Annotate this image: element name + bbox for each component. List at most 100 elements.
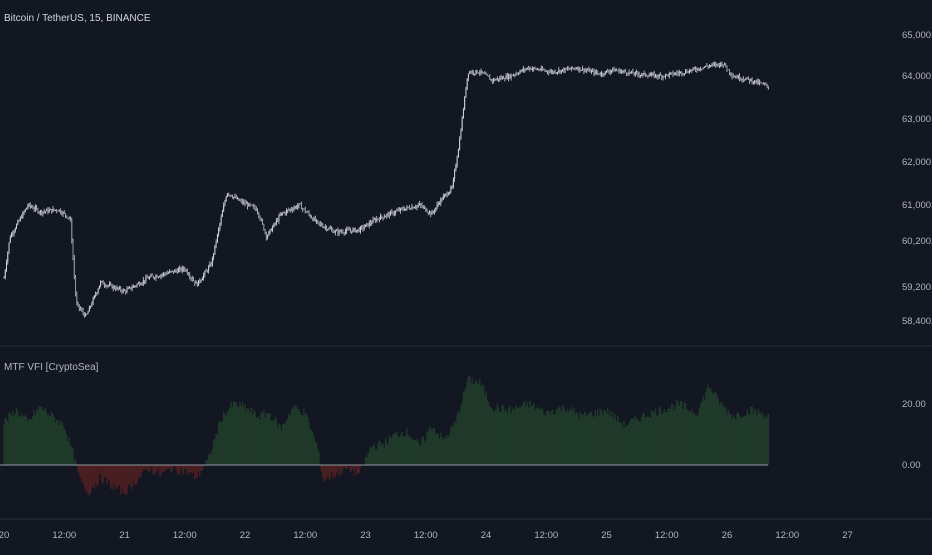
vfi-bar	[492, 409, 493, 465]
vfi-bar	[402, 437, 403, 465]
candle-body	[393, 212, 394, 214]
vfi-bar	[753, 413, 754, 465]
vfi-bar	[375, 450, 376, 465]
candle-body	[252, 205, 253, 206]
vfi-bar	[553, 415, 554, 465]
vfi-bar	[578, 418, 579, 465]
candle-body	[303, 209, 304, 210]
candle-body	[22, 213, 23, 218]
vfi-bar	[84, 465, 85, 487]
candle-body	[282, 213, 283, 214]
vfi-bar	[532, 406, 533, 465]
candle-body	[179, 268, 180, 269]
candle-body	[251, 205, 252, 206]
vfi-bar	[369, 451, 370, 465]
candle-body	[54, 209, 55, 210]
candle-body	[691, 69, 692, 71]
candle-body	[9, 243, 10, 253]
vfi-bar	[616, 422, 617, 465]
candle-body	[332, 230, 333, 233]
vfi-bar	[228, 410, 229, 465]
vfi-bar	[711, 392, 712, 465]
symbol-title[interactable]: Bitcoin / TetherUS, 15, BINANCE	[4, 13, 151, 24]
candle-body	[399, 210, 400, 211]
candle-body	[716, 64, 717, 66]
candle-body	[366, 223, 367, 224]
candle-body	[585, 70, 586, 71]
candle-body	[34, 209, 35, 210]
candle-body	[720, 63, 721, 66]
candle-body	[469, 72, 470, 74]
candle-body	[561, 70, 562, 72]
candle-body	[113, 286, 114, 288]
vfi-bar	[401, 432, 402, 465]
candle-body	[508, 75, 509, 79]
vfi-bar	[503, 405, 504, 465]
vfi-bar	[133, 465, 134, 481]
vfi-bar	[653, 413, 654, 465]
vfi-bar	[510, 413, 511, 465]
vfi-bar	[453, 425, 454, 465]
vfi-bar	[328, 465, 329, 480]
vfi-bar	[748, 413, 749, 465]
vfi-bar	[190, 465, 191, 472]
vfi-bar	[681, 401, 682, 465]
candle-body	[621, 71, 622, 72]
vfi-bar	[710, 388, 711, 465]
vfi-bar	[640, 421, 641, 465]
candle-body	[39, 212, 40, 213]
candle-body	[738, 76, 739, 79]
candle-body	[592, 71, 593, 72]
candle-body	[81, 309, 82, 310]
vfi-bar	[523, 401, 524, 465]
vfi-bar	[10, 413, 11, 465]
candle-body	[652, 74, 653, 75]
candle-body	[700, 69, 701, 70]
vfi-bar	[552, 410, 553, 465]
time-tick-label: 12:00	[173, 530, 197, 541]
candle-body	[71, 220, 72, 241]
vfi-bar	[768, 414, 769, 465]
candle-body	[378, 219, 379, 220]
candle-body	[42, 212, 43, 214]
candle-body	[162, 275, 163, 276]
candle-body	[660, 75, 661, 76]
vfi-bar	[166, 465, 167, 469]
candle-body	[704, 67, 705, 68]
candle-body	[577, 69, 578, 70]
candle-body	[213, 254, 214, 258]
candle-body	[735, 77, 736, 78]
candle-body	[698, 68, 699, 70]
vfi-bar	[86, 465, 87, 490]
vfi-bar	[308, 422, 309, 465]
candle-body	[651, 74, 652, 75]
candle-body	[641, 75, 642, 76]
candle-body	[37, 209, 38, 213]
candle-body	[154, 278, 155, 279]
vfi-bar	[544, 416, 545, 465]
vfi-bar	[291, 409, 292, 465]
candle-body	[636, 72, 637, 73]
candle-body	[317, 220, 318, 221]
vfi-bar	[155, 465, 156, 472]
candle-body	[375, 220, 376, 222]
candle-body	[629, 72, 630, 74]
candle-body	[356, 230, 357, 232]
vfi-bar	[584, 412, 585, 465]
vfi-bar	[600, 409, 601, 465]
vfi-bar	[295, 404, 296, 465]
vfi-bar	[145, 465, 146, 470]
vfi-bar	[505, 409, 506, 465]
vfi-bar	[40, 407, 41, 465]
candle-body	[329, 228, 330, 229]
indicator-title[interactable]: MTF VFI [CryptoSea]	[4, 362, 98, 373]
candle-body	[453, 179, 454, 187]
vfi-bar	[159, 465, 160, 475]
candle-body	[757, 81, 758, 83]
candle-body	[443, 196, 444, 199]
candle-body	[468, 74, 469, 79]
vfi-bar	[664, 409, 665, 465]
